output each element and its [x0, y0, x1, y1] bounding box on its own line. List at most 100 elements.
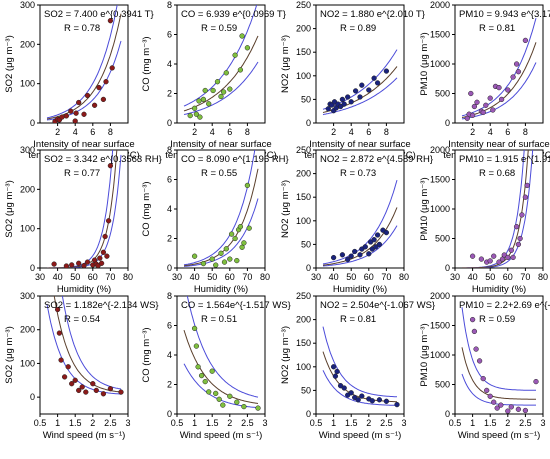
- fit-curves: [322, 49, 398, 116]
- panel-no2_ws: 0 50 100 150 200 250 0.5 1 1.5 2 2.5 3 NO2 = 2.504e^…: [280, 291, 435, 441]
- y-tick-label: 250: [296, 291, 311, 301]
- data-point: [469, 112, 476, 118]
- upper-ci-curve: [322, 49, 398, 110]
- data-point: [69, 381, 75, 387]
- data-point: [191, 325, 198, 332]
- data-point: [510, 254, 516, 261]
- x-tick-label: 8: [245, 127, 250, 137]
- x-tick-label: 1.5: [206, 418, 219, 428]
- x-tick-label: 1: [192, 418, 197, 428]
- y-tick-label: 6: [167, 321, 172, 331]
- x-tick-label: 50: [346, 272, 356, 282]
- r-label: R = 0.59: [479, 314, 515, 325]
- y-tick-label: 0: [167, 118, 172, 128]
- data-point: [508, 247, 514, 253]
- data-point: [498, 96, 505, 103]
- data-point: [341, 101, 347, 107]
- y-tick-label: 4: [167, 59, 172, 69]
- y-axis-label: SO2 (μg m⁻³): [4, 180, 15, 237]
- x-tick-label: 80: [538, 272, 548, 282]
- x-axis-label: Intensity of near surface: [309, 139, 410, 150]
- r-label: R = 0.78: [64, 23, 100, 34]
- data-point: [515, 241, 522, 248]
- y-tick-label: 150: [296, 47, 311, 57]
- y-tick-label: 0: [445, 263, 450, 273]
- data-point: [98, 260, 105, 266]
- data-point: [61, 374, 68, 380]
- data-point: [244, 182, 251, 189]
- x-tick-label: 40: [53, 272, 63, 282]
- data-point: [483, 102, 489, 108]
- x-tick-label: 70: [381, 272, 391, 282]
- data-point: [81, 262, 87, 268]
- data-point: [237, 67, 244, 73]
- x-tick-label: 4: [488, 127, 493, 137]
- data-point: [332, 373, 339, 379]
- x-tick-label: 30: [311, 272, 321, 282]
- panel-no2_rh: 0 50 100 150 200 250 30 40 50 60 70 80 NO2 = 2.872 e…: [280, 145, 433, 295]
- data-point: [100, 391, 107, 397]
- y-tick-label: 4: [167, 350, 172, 360]
- x-tick-label: 0.5: [310, 418, 323, 428]
- equation-label: NO2 = 1.880 e^{2.010 T}: [320, 9, 425, 20]
- data-point: [491, 399, 497, 405]
- y-tick-label: 0: [30, 118, 35, 128]
- x-tick-label: 6: [90, 127, 95, 137]
- data-point: [383, 68, 390, 74]
- fit-curve: [461, 347, 536, 400]
- data-point: [234, 399, 240, 405]
- equation-label: CO = 8.090 e^{1.196 RH}: [181, 154, 289, 165]
- y-axis-label: CO (mg m⁻³): [141, 327, 152, 382]
- data-point: [519, 212, 525, 218]
- y-axis-label: CO (mg m⁻³): [141, 181, 152, 236]
- x-tick-label: 2: [470, 127, 475, 137]
- y-tick-label: 1500: [430, 321, 450, 331]
- data-point: [232, 52, 238, 58]
- x-tick-label: 2: [227, 418, 232, 428]
- data-point: [496, 259, 502, 265]
- r-label: R = 0.81: [479, 23, 515, 34]
- fit-curves: [183, 150, 259, 268]
- data-point: [220, 402, 226, 408]
- data-point: [200, 260, 207, 267]
- fit-curves: [183, 5, 259, 120]
- y-tick-label: 0: [167, 409, 172, 419]
- data-point: [496, 84, 502, 91]
- x-tick-label: 2.5: [104, 418, 117, 428]
- y-tick-label: 200: [296, 24, 311, 34]
- x-tick-label: 2: [55, 127, 60, 137]
- x-axis-label: Intensity near of surface: [448, 139, 549, 150]
- x-tick-label: 3: [401, 418, 406, 428]
- y-tick-label: 0: [306, 263, 311, 273]
- plot-frame: [39, 295, 129, 415]
- x-tick-label: 2: [505, 418, 510, 428]
- data-point: [72, 118, 78, 123]
- data-point: [209, 368, 215, 374]
- data-point: [494, 405, 500, 411]
- x-tick-label: 60: [225, 272, 235, 282]
- data-point: [517, 235, 523, 242]
- equation-label: SO2 = 7.400 e^{0.3941 T}: [44, 9, 154, 20]
- data-point: [469, 253, 476, 259]
- data-point: [376, 241, 383, 248]
- data-point: [478, 256, 485, 262]
- data-point: [471, 328, 478, 335]
- data-point: [100, 249, 107, 255]
- x-axis-label: Humidity (%): [472, 284, 526, 295]
- x-tick-label: 60: [88, 272, 98, 282]
- fit-curves: [46, 296, 124, 397]
- fit-curves: [322, 179, 398, 267]
- r-label: R = 0.77: [64, 168, 100, 179]
- r-label: R = 0.68: [479, 168, 515, 179]
- data-point: [223, 70, 229, 76]
- x-tick-label: 30: [172, 272, 182, 282]
- data-point: [90, 381, 96, 387]
- data-point: [473, 346, 479, 352]
- data-point: [522, 37, 529, 44]
- data-point: [97, 255, 103, 261]
- x-axis-label: Wind speed (m s⁻¹): [319, 430, 402, 441]
- y-axis-label: CO (mg m⁻³): [141, 36, 152, 91]
- data-point: [337, 103, 344, 110]
- x-tick-label: 1: [470, 418, 475, 428]
- data-point: [366, 87, 372, 93]
